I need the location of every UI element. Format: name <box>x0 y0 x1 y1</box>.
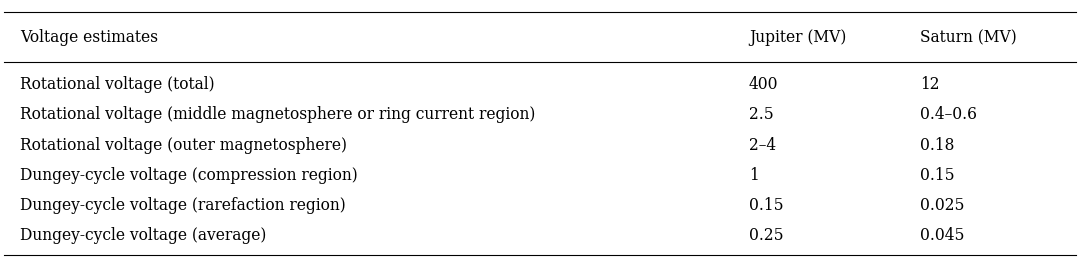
Text: Rotational voltage (total): Rotational voltage (total) <box>21 76 215 93</box>
Text: 0.045: 0.045 <box>920 227 964 244</box>
Text: 12: 12 <box>920 76 940 93</box>
Text: 0.4–0.6: 0.4–0.6 <box>920 106 977 123</box>
Text: 2.5: 2.5 <box>748 106 773 123</box>
Text: 400: 400 <box>748 76 779 93</box>
Text: Dungey-cycle voltage (rarefaction region): Dungey-cycle voltage (rarefaction region… <box>21 197 346 214</box>
Text: 0.18: 0.18 <box>920 136 955 154</box>
Text: Dungey-cycle voltage (compression region): Dungey-cycle voltage (compression region… <box>21 167 357 184</box>
Text: Rotational voltage (outer magnetosphere): Rotational voltage (outer magnetosphere) <box>21 136 348 154</box>
Text: Rotational voltage (middle magnetosphere or ring current region): Rotational voltage (middle magnetosphere… <box>21 106 536 123</box>
Text: 0.15: 0.15 <box>920 167 955 184</box>
Text: Voltage estimates: Voltage estimates <box>21 29 159 46</box>
Text: Saturn (MV): Saturn (MV) <box>920 29 1017 46</box>
Text: 1: 1 <box>748 167 759 184</box>
Text: 0.25: 0.25 <box>748 227 784 244</box>
Text: 0.025: 0.025 <box>920 197 964 214</box>
Text: Jupiter (MV): Jupiter (MV) <box>748 29 847 46</box>
Text: 0.15: 0.15 <box>748 197 784 214</box>
Text: 2–4: 2–4 <box>748 136 777 154</box>
Text: Dungey-cycle voltage (average): Dungey-cycle voltage (average) <box>21 227 267 244</box>
